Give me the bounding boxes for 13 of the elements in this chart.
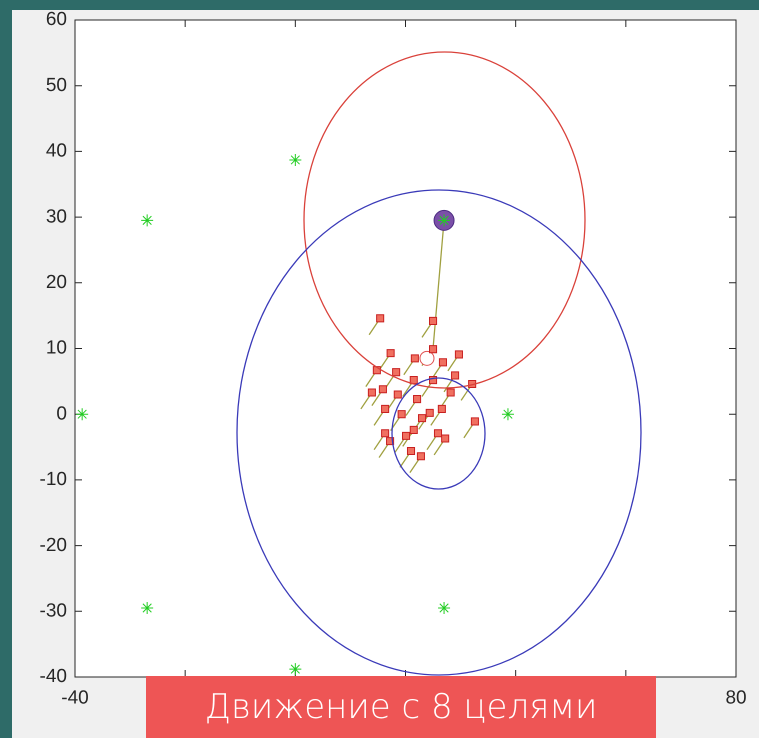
y-tick-label: 40	[46, 140, 67, 162]
x-tick-label: 80	[725, 688, 747, 709]
y-tick-label: -30	[40, 600, 67, 622]
y-tick-label: 0	[56, 403, 67, 424]
y-tick-label: 30	[46, 206, 67, 228]
y-tick-label: -40	[40, 666, 67, 688]
y-tick-label: 60	[46, 9, 67, 30]
y-tick-label: 20	[46, 272, 67, 294]
y-tick-label: -10	[40, 469, 67, 490]
y-tick-label: 50	[46, 74, 67, 96]
y-tick-label: 10	[46, 338, 67, 359]
y-tick-label: -20	[40, 534, 67, 556]
text: Движение с 8 целями	[146, 676, 656, 738]
